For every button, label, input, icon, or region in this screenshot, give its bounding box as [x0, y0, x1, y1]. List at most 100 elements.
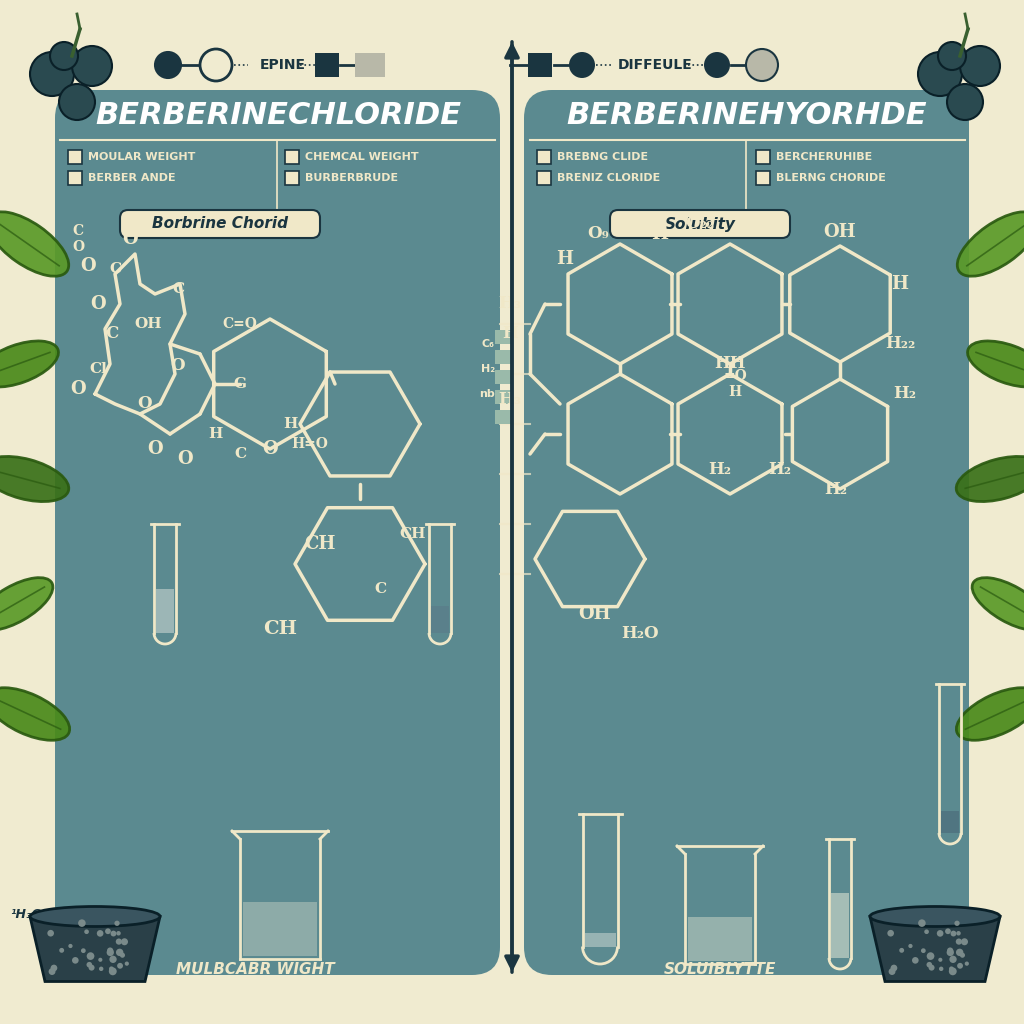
Text: OH: OH	[134, 317, 162, 331]
Bar	[528, 53, 552, 77]
Bar	[537, 171, 551, 185]
Circle shape	[569, 52, 595, 78]
Circle shape	[949, 955, 956, 963]
Circle shape	[955, 938, 962, 945]
Circle shape	[889, 968, 896, 975]
Text: H₃: H₃	[499, 390, 521, 408]
Circle shape	[87, 952, 94, 959]
Text: BREBNG CLIDE: BREBNG CLIDE	[557, 152, 648, 162]
Circle shape	[888, 930, 894, 937]
Circle shape	[120, 952, 125, 957]
Text: H: H	[556, 250, 573, 268]
Circle shape	[86, 962, 92, 968]
Circle shape	[78, 920, 86, 927]
Circle shape	[84, 930, 89, 934]
Circle shape	[908, 944, 912, 948]
Text: O: O	[90, 295, 105, 313]
Circle shape	[959, 952, 965, 957]
Circle shape	[912, 957, 919, 964]
Circle shape	[950, 931, 956, 937]
Ellipse shape	[957, 212, 1024, 276]
Circle shape	[921, 948, 926, 953]
Text: H: H	[892, 275, 908, 293]
Circle shape	[891, 965, 897, 972]
Text: O: O	[262, 440, 278, 458]
Bar	[585, 933, 615, 946]
Ellipse shape	[0, 578, 53, 631]
Text: C: C	[374, 582, 386, 596]
Circle shape	[927, 962, 932, 968]
Circle shape	[117, 963, 123, 969]
Text: OH: OH	[579, 605, 611, 623]
Circle shape	[946, 949, 954, 956]
Circle shape	[937, 930, 943, 937]
Circle shape	[949, 968, 956, 975]
Circle shape	[59, 948, 65, 952]
Circle shape	[88, 965, 94, 971]
Circle shape	[949, 967, 953, 971]
Circle shape	[965, 962, 969, 966]
Circle shape	[72, 957, 79, 964]
Text: O: O	[122, 230, 138, 248]
Bar	[495, 370, 513, 384]
Circle shape	[50, 42, 78, 70]
Bar	[243, 902, 317, 956]
Ellipse shape	[968, 341, 1024, 387]
Ellipse shape	[972, 578, 1024, 631]
Text: MOULAR WEIGHT: MOULAR WEIGHT	[88, 152, 196, 162]
Circle shape	[705, 52, 730, 78]
FancyBboxPatch shape	[610, 210, 790, 238]
Circle shape	[956, 948, 964, 956]
Text: C
O: C O	[72, 224, 84, 254]
Text: H₂₂: H₂₂	[885, 336, 915, 352]
Ellipse shape	[0, 212, 69, 276]
Circle shape	[117, 931, 121, 936]
Circle shape	[919, 920, 926, 927]
Text: O: O	[137, 395, 153, 413]
Circle shape	[105, 929, 111, 934]
Ellipse shape	[30, 906, 160, 927]
Bar	[495, 390, 513, 404]
Bar	[68, 171, 82, 185]
Circle shape	[99, 967, 103, 971]
Text: H₂O: H₂O	[622, 626, 658, 642]
Text: C: C	[172, 282, 184, 296]
Text: DIFFEULE: DIFFEULE	[618, 58, 693, 72]
Text: BERBER ANDE: BERBER ANDE	[88, 173, 176, 183]
Text: H₂: H₂	[894, 385, 916, 402]
Circle shape	[961, 938, 968, 945]
Circle shape	[938, 42, 966, 70]
Circle shape	[956, 931, 961, 936]
Circle shape	[48, 968, 55, 975]
Bar	[68, 150, 82, 164]
Circle shape	[947, 84, 983, 120]
Text: H: H	[208, 427, 222, 441]
Polygon shape	[870, 916, 1000, 981]
Text: O: O	[177, 450, 193, 468]
Bar	[688, 918, 752, 961]
Text: O: O	[147, 440, 163, 458]
Text: C: C	[109, 262, 121, 276]
Text: =O
H: =O H	[723, 369, 746, 399]
Circle shape	[918, 52, 962, 96]
Ellipse shape	[0, 688, 70, 740]
Text: BERBERINECHLORIDE: BERBERINECHLORIDE	[95, 100, 461, 129]
Text: CH: CH	[399, 527, 426, 541]
Bar	[431, 606, 449, 633]
Text: MULBCABR WIGHT: MULBCABR WIGHT	[176, 962, 334, 977]
Bar	[285, 171, 299, 185]
Circle shape	[938, 957, 942, 962]
Circle shape	[108, 947, 114, 953]
Bar	[831, 893, 849, 958]
Circle shape	[110, 955, 117, 963]
Text: BERBERINEHYORHDE: BERBERINEHYORHDE	[566, 100, 928, 129]
Bar	[495, 330, 513, 344]
Text: BLERNG CHORIDE: BLERNG CHORIDE	[776, 173, 886, 183]
Circle shape	[125, 962, 129, 966]
Bar	[495, 350, 513, 364]
Text: H: H	[283, 417, 297, 431]
Text: H₂: H₂	[824, 480, 848, 498]
Text: OH: OH	[823, 223, 856, 241]
Circle shape	[69, 944, 73, 948]
Text: CHEMCAL WEIGHT: CHEMCAL WEIGHT	[305, 152, 419, 162]
